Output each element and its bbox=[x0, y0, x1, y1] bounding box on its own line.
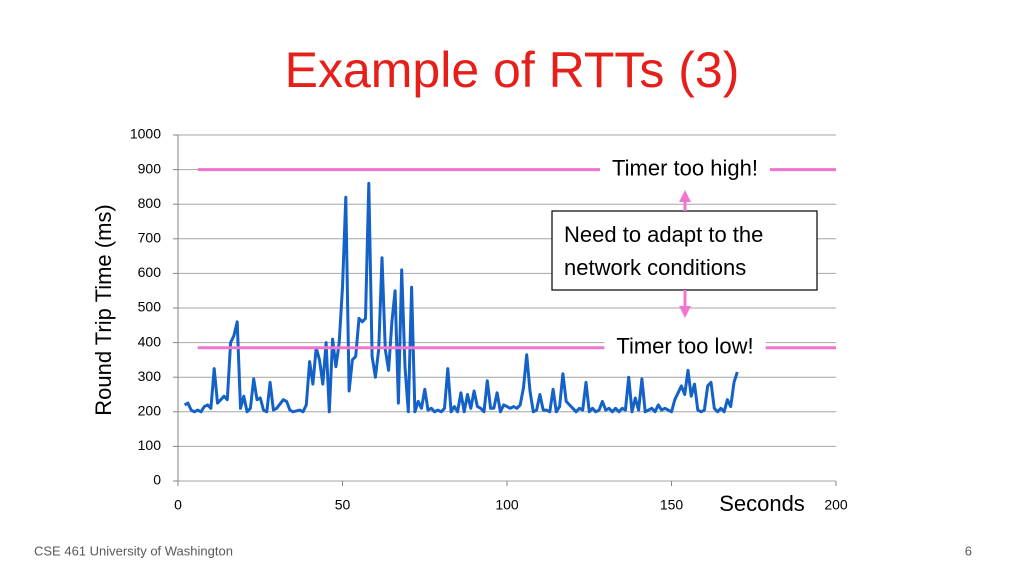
y-tick-label: 0 bbox=[153, 472, 161, 488]
y-tick-label: 700 bbox=[138, 230, 162, 246]
y-tick-label: 400 bbox=[138, 333, 162, 349]
callout-line: Need to adapt to the bbox=[564, 222, 763, 247]
callout-line: network conditions bbox=[564, 255, 746, 280]
y-tick-label: 800 bbox=[138, 195, 162, 211]
x-tick-label: 200 bbox=[824, 497, 848, 513]
y-tick-label: 300 bbox=[138, 368, 162, 384]
y-tick-label: 1000 bbox=[130, 126, 161, 142]
x-tick-label: 0 bbox=[174, 497, 182, 513]
chart: 0 100 200 300 400 500 600 700 800 900 1000 0 50 100 15… bbox=[91, 126, 848, 516]
label-background bbox=[600, 153, 770, 183]
footer-text: CSE 461 University of Washington bbox=[34, 543, 233, 558]
x-tick-label: 150 bbox=[660, 497, 684, 513]
page-number: 6 bbox=[965, 543, 972, 558]
y-tick-label: 100 bbox=[138, 437, 162, 453]
callout-box bbox=[551, 210, 818, 291]
reference-label: Timer too low! bbox=[616, 334, 753, 359]
label-background bbox=[604, 331, 766, 361]
y-tick-label: 200 bbox=[138, 403, 162, 419]
y-axis-title: Round Trip Time (ms) bbox=[91, 204, 116, 416]
slide-title: Example of RTTs (3) bbox=[285, 42, 740, 98]
y-tick-label: 900 bbox=[138, 160, 162, 176]
x-tick-label: 50 bbox=[335, 497, 351, 513]
x-axis-title: Seconds bbox=[719, 491, 805, 516]
y-tick-label: 600 bbox=[138, 264, 162, 280]
data-line bbox=[183, 181, 739, 414]
y-tick-label: 500 bbox=[138, 299, 162, 315]
x-tick-label: 100 bbox=[495, 497, 519, 513]
reference-label: Timer too high! bbox=[612, 155, 758, 180]
